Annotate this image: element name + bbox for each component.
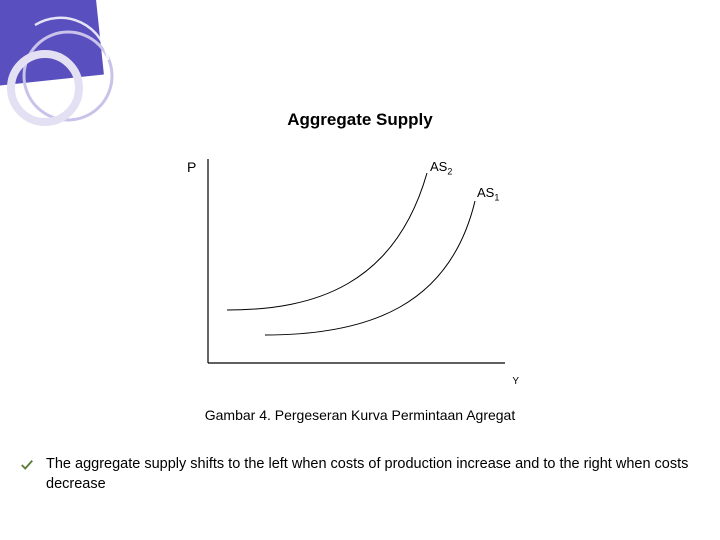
checkmark-icon (20, 458, 34, 472)
series-label-as1: AS1 (477, 185, 499, 203)
x-axis-label: Y (512, 376, 519, 387)
bullet-text: The aggregate supply shifts to the left … (46, 455, 690, 494)
figure-caption: Gambar 4. Pergeseran Kurva Permintaan Ag… (0, 407, 720, 423)
curve-as2 (227, 173, 427, 310)
bullet-point: The aggregate supply shifts to the left … (20, 455, 690, 494)
y-axis-label: P (187, 159, 196, 175)
slide-title: Aggregate Supply (0, 110, 720, 130)
series-label-as2: AS2 (430, 159, 452, 177)
aggregate-supply-chart: P Y AS2 AS1 (205, 155, 515, 385)
